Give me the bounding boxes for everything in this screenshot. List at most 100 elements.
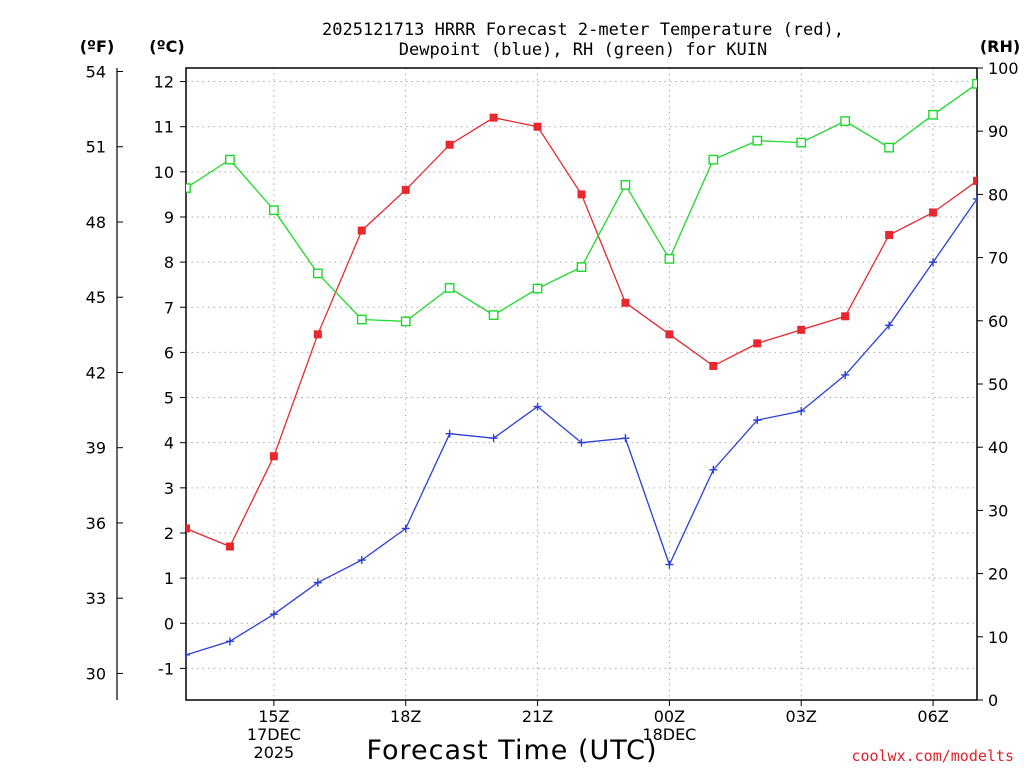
temperature-point xyxy=(489,113,498,122)
celsius-tick-label: -1 xyxy=(158,659,174,678)
time-tick-label: 18DEC xyxy=(642,725,696,744)
rh-point xyxy=(796,137,807,148)
dewpoint-point xyxy=(753,416,762,425)
temperature-point xyxy=(445,140,454,149)
chart-title-line2: Dewpoint (blue), RH (green) for KUIN xyxy=(399,40,767,60)
rh-tick-label: 10 xyxy=(988,628,1008,647)
time-tick-label: 17DEC xyxy=(247,725,301,744)
celsius-tick-label: 3 xyxy=(164,479,174,498)
celsius-tick-label: 12 xyxy=(154,73,174,92)
fahrenheit-tick-label: 39 xyxy=(86,439,106,458)
series-dewpoint xyxy=(186,194,977,659)
celsius-tick-label: 11 xyxy=(154,118,174,137)
celsius-tick-label: 5 xyxy=(164,389,174,408)
dewpoint-point xyxy=(885,321,894,330)
celsius-tick-label: 2 xyxy=(164,524,174,543)
celsius-tick-label: 0 xyxy=(164,614,174,633)
time-tick-label: 06Z xyxy=(917,707,948,726)
temperature-point xyxy=(357,226,366,235)
temperature-point xyxy=(186,524,190,533)
rh-point xyxy=(225,154,235,165)
fahrenheit-tick-label: 30 xyxy=(86,664,106,683)
temperature-point xyxy=(577,190,586,199)
x-axis-label: Forecast Time (UTC) xyxy=(366,735,657,766)
dewpoint-point xyxy=(401,524,410,533)
celsius-tick-label: 9 xyxy=(164,208,174,227)
dewpoint-point xyxy=(841,370,850,379)
temperature-point xyxy=(665,330,674,339)
rh-tick-label: 90 xyxy=(988,122,1008,141)
temperature-point xyxy=(269,452,278,461)
series-temperature xyxy=(186,113,977,551)
dewpoint-point xyxy=(186,650,190,659)
temperature-point xyxy=(973,176,977,185)
rh-point xyxy=(576,262,587,272)
temperature-point xyxy=(533,122,542,131)
temperature-point xyxy=(313,330,322,339)
rh-tick-label: 70 xyxy=(988,249,1008,268)
time-tick-label: 18Z xyxy=(390,707,421,726)
dewpoint-point xyxy=(929,258,938,267)
fahrenheit-tick-label: 33 xyxy=(86,589,106,608)
celsius-tick-label: 8 xyxy=(164,253,174,272)
rh-point xyxy=(312,268,323,279)
rh-tick-label: 40 xyxy=(988,438,1008,457)
fahrenheit-tick-label: 42 xyxy=(86,363,106,382)
fahrenheit-tick-label: 54 xyxy=(86,63,106,82)
fahrenheit-tick-label: 48 xyxy=(86,213,106,232)
temperature-line xyxy=(186,117,977,548)
credit-text: coolwx.com/modelts xyxy=(851,747,1014,765)
dewpoint-point xyxy=(709,465,718,474)
rh-unit-label: (RH) xyxy=(980,37,1020,56)
celsius-tick-label: 1 xyxy=(164,569,174,588)
dewpoint-point xyxy=(489,434,498,443)
dewpoint-point xyxy=(445,429,454,438)
fahrenheit-tick-label: 36 xyxy=(86,514,106,533)
time-tick-label: 00Z xyxy=(654,707,685,726)
series-clip-group xyxy=(186,78,977,659)
rh-point xyxy=(972,78,977,89)
temperature-point xyxy=(885,231,894,240)
dewpoint-point xyxy=(313,578,322,587)
temperature-point xyxy=(709,361,718,370)
fahrenheit-tick-label: 51 xyxy=(86,138,106,157)
rh-point xyxy=(884,142,895,153)
temperature-point xyxy=(225,542,234,551)
rh-point xyxy=(268,205,279,216)
rh-tick-label: 50 xyxy=(988,375,1008,394)
temperature-point xyxy=(401,185,410,194)
fahrenheit-tick-label: 45 xyxy=(86,288,106,307)
rh-point xyxy=(840,116,851,126)
rh-point xyxy=(400,316,411,327)
rh-point xyxy=(532,283,543,294)
celsius-tick-label: 4 xyxy=(164,434,174,453)
fahrenheit-unit-label: (ºF) xyxy=(80,37,115,56)
chart-title-line1: 2025121713 HRRR Forecast 2-meter Tempera… xyxy=(322,20,844,40)
rh-tick-label: 60 xyxy=(988,312,1008,331)
rh-point xyxy=(356,314,367,325)
rh-point xyxy=(444,283,455,293)
rh-point xyxy=(752,135,763,146)
series-rh xyxy=(186,78,977,327)
celsius-tick-label: 10 xyxy=(154,163,174,182)
rh-point xyxy=(186,183,191,193)
dewpoint-point xyxy=(621,434,630,443)
rh-tick-label: 0 xyxy=(988,691,998,710)
time-tick-label: 15Z xyxy=(258,707,289,726)
temperature-point xyxy=(753,339,762,348)
time-tick-label: 03Z xyxy=(786,707,817,726)
dewpoint-point xyxy=(665,560,674,569)
dewpoint-point xyxy=(577,438,586,447)
grid-lines xyxy=(186,68,977,700)
temperature-point xyxy=(841,312,850,321)
rh-point xyxy=(488,310,499,321)
rh-point xyxy=(928,109,938,120)
dewpoint-point xyxy=(533,402,542,411)
rh-point xyxy=(620,180,631,190)
rh-tick-label: 100 xyxy=(988,59,1019,78)
rh-tick-label: 20 xyxy=(988,565,1008,584)
time-tick-label: 2025 xyxy=(254,743,295,762)
